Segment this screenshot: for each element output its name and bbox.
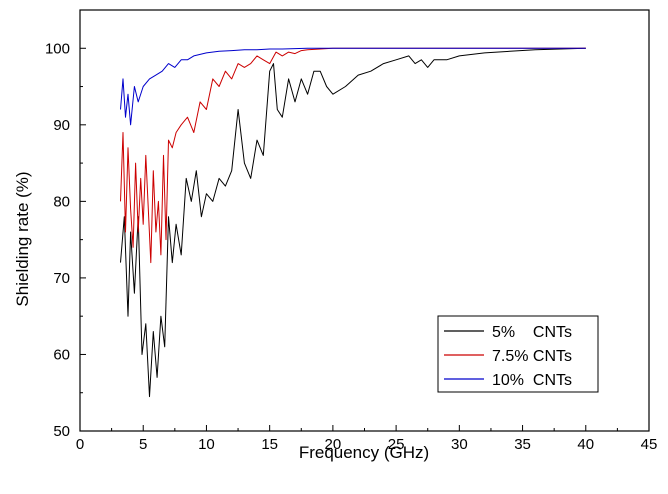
y-tick-label: 50 [53,423,70,440]
legend-label-2: 7.5% CNTs [492,348,572,365]
x-axis-ticks: 0 5 10 15 20 25 30 35 40 45 [76,425,658,453]
x-tick-label: 0 [76,436,84,453]
x-tick-label: 35 [514,436,531,453]
x-tick-label: 20 [325,436,342,453]
x-tick-label: 5 [139,436,147,453]
x-tick-label: 30 [451,436,468,453]
y-tick-label: 60 [53,346,70,363]
y-tick-label: 100 [45,40,70,57]
x-axis-label: Frequency (GHz) [299,443,429,462]
y-tick-label: 80 [53,193,70,210]
y-tick-label: 90 [53,117,70,134]
series-layer [120,47,586,398]
legend-label-1: 5% CNTs [492,324,572,341]
y-axis-ticks: 50 60 70 80 90 100 [45,9,86,440]
x-tick-label: 45 [641,436,658,453]
y-tick-label: 70 [53,270,70,287]
x-tick-label: 15 [261,436,278,453]
legend-label-3: 10% CNTs [492,372,572,389]
legend: 5% CNTs 7.5% CNTs 10% CNTs [437,315,599,393]
x-tick-label: 40 [577,436,594,453]
plot-frame [79,9,650,432]
series-line-3 [120,47,586,126]
y-axis-label: Shielding rate (%) [13,171,32,306]
x-tick-label: 25 [388,436,405,453]
series-line-2 [120,47,586,264]
x-tick-label: 10 [198,436,215,453]
series-line-1 [120,47,586,398]
